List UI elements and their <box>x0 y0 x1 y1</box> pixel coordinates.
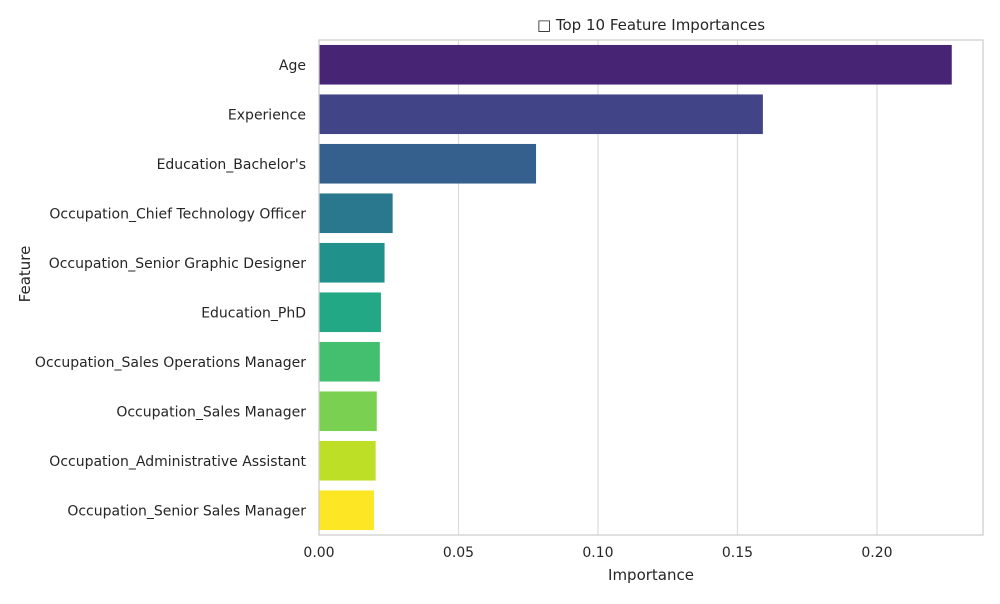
bar <box>319 143 537 184</box>
y-tick-label: Experience <box>228 107 306 123</box>
bar <box>319 242 385 283</box>
bar <box>319 341 380 382</box>
chart-title: □ Top 10 Feature Importances <box>537 16 765 34</box>
y-tick-label: Occupation_Senior Sales Manager <box>67 503 306 519</box>
y-tick-label: Occupation_Sales Operations Manager <box>35 355 306 371</box>
bar-layer <box>319 44 952 531</box>
bar <box>319 490 374 531</box>
y-tick-label: Age <box>279 58 306 74</box>
y-tick-label: Occupation_Chief Technology Officer <box>49 206 306 222</box>
y-tick-label: Occupation_Senior Graphic Designer <box>49 256 307 272</box>
bar <box>319 292 381 333</box>
y-tick-label: Occupation_Sales Manager <box>116 404 306 420</box>
bar <box>319 391 377 432</box>
x-tick-label: 0.10 <box>582 545 613 561</box>
bar <box>319 193 393 234</box>
y-tick-label: Education_Bachelor's <box>157 157 306 173</box>
y-tick-label: Occupation_Administrative Assistant <box>49 454 306 470</box>
x-tick-label: 0.00 <box>303 545 334 561</box>
bar <box>319 94 763 135</box>
plot-frame <box>318 39 984 536</box>
y-tick-labels: Age Experience Education_Bachelor's Occupat… <box>35 58 307 520</box>
x-tick-label: 0.20 <box>861 545 892 561</box>
y-axis-label: Feature <box>16 246 34 303</box>
bar <box>319 440 376 481</box>
x-tick-label: 0.05 <box>443 545 474 561</box>
x-tick-labels: 0.00 0.05 0.10 0.15 0.20 <box>303 545 892 561</box>
x-axis-label: Importance <box>608 566 694 584</box>
x-tick-label: 0.15 <box>722 545 753 561</box>
bar <box>319 44 952 85</box>
y-tick-label: Education_PhD <box>201 305 306 321</box>
